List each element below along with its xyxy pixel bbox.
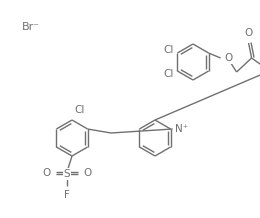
Text: Cl: Cl [163, 45, 173, 55]
Text: Br⁻: Br⁻ [22, 22, 40, 32]
Text: Cl: Cl [163, 69, 173, 79]
Text: O: O [83, 168, 91, 178]
Text: S: S [64, 169, 70, 179]
Text: O: O [225, 53, 233, 63]
Text: F: F [64, 190, 70, 200]
Text: Cl: Cl [74, 105, 84, 115]
Text: N⁺: N⁺ [174, 124, 188, 134]
Text: O: O [43, 168, 51, 178]
Text: O: O [244, 28, 253, 38]
